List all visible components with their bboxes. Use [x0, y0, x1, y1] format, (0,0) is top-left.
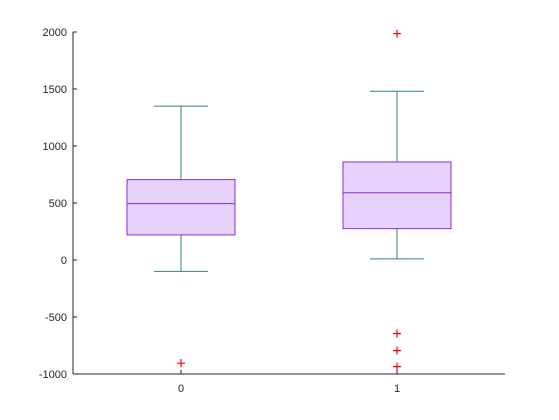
outlier-marker [393, 29, 401, 38]
outlier-marker [393, 362, 401, 371]
y-tick-label: 1000 [43, 141, 67, 153]
box-iqr [342, 161, 452, 230]
x-tick-label: 1 [394, 383, 400, 395]
y-tick-label: 2000 [43, 27, 67, 39]
outlier-marker [393, 346, 401, 355]
y-tick-label: 500 [49, 198, 67, 210]
outlier-marker [177, 359, 185, 368]
outlier-marker [393, 329, 401, 338]
box-iqr [126, 179, 236, 236]
y-tick-label: -1000 [39, 369, 67, 381]
x-tick-label: 0 [178, 383, 184, 395]
y-tick-label: -500 [45, 312, 67, 324]
y-tick-label: 0 [61, 255, 67, 267]
y-tick-label: 1500 [43, 84, 67, 96]
